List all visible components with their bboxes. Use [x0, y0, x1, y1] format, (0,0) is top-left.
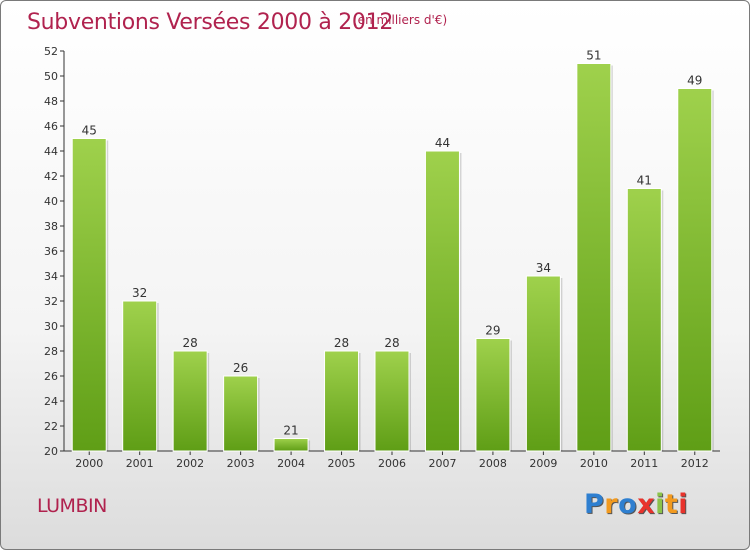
- logo-letter: t: [664, 489, 679, 520]
- logo-letter: o: [618, 489, 638, 520]
- logo-letter: i: [678, 489, 689, 520]
- x-tick-label: 2011: [630, 457, 658, 470]
- x-tick-label: 2003: [227, 457, 255, 470]
- value-label: 49: [687, 74, 702, 88]
- y-tick-label: 34: [44, 270, 58, 283]
- bar-2000: [71, 138, 107, 452]
- y-tick-label: 22: [44, 420, 58, 433]
- x-tick-label: 2009: [529, 457, 557, 470]
- y-tick-label: 46: [44, 120, 58, 133]
- y-tick-label: 24: [44, 395, 58, 408]
- y-tick-label: 48: [44, 95, 58, 108]
- bars: 45 32 28 26 21 28 28 44 29 34 51 41 49: [71, 49, 714, 452]
- bar-2006: [374, 350, 410, 452]
- value-label: 45: [82, 124, 97, 138]
- bar-2009: [525, 275, 561, 452]
- axes: 20 22 24 26 28 30 32 34 36 38 40 42 44 46 48 50 52 2000 20…: [44, 45, 720, 470]
- x-tick-label: 2007: [428, 457, 456, 470]
- logo-letter: x: [637, 489, 656, 520]
- x-tick-label: 2012: [681, 457, 709, 470]
- y-tick-label: 36: [44, 245, 58, 258]
- x-tick-label: 2002: [176, 457, 204, 470]
- value-label: 28: [384, 336, 399, 350]
- value-label: 32: [132, 286, 147, 300]
- chart-subtitle: (en milliers d'€): [353, 13, 448, 27]
- y-tick-label: 40: [44, 195, 58, 208]
- value-label: 34: [536, 261, 551, 275]
- proxiti-logo: Proxiti: [584, 489, 688, 520]
- y-tick-label: 44: [44, 145, 58, 158]
- value-label: 29: [485, 324, 500, 338]
- value-label: 28: [334, 336, 349, 350]
- y-tick-label: 52: [44, 45, 58, 58]
- value-label: 51: [586, 49, 601, 63]
- x-tick-label: 2000: [75, 457, 103, 470]
- bar-2004: [273, 438, 309, 452]
- y-tick-label: 50: [44, 70, 58, 83]
- value-label: 44: [435, 136, 450, 150]
- x-tick-label: 2010: [580, 457, 608, 470]
- bar-2010: [576, 63, 612, 452]
- logo-letter: i: [655, 489, 665, 520]
- y-tick-label: 28: [44, 345, 58, 358]
- bar-2005: [324, 350, 360, 452]
- value-label: 21: [283, 424, 298, 438]
- y-tick-label: 30: [44, 320, 58, 333]
- bar-2008: [475, 338, 511, 452]
- x-tick-label: 2001: [126, 457, 154, 470]
- x-tick-label: 2008: [479, 457, 507, 470]
- bar-2007: [424, 150, 460, 452]
- y-tick-label: 42: [44, 170, 58, 183]
- y-tick-label: 20: [44, 445, 58, 458]
- chart-title: Subventions Versées 2000 à 2012: [27, 10, 394, 35]
- y-tick-label: 32: [44, 295, 58, 308]
- y-tick-label: 26: [44, 370, 58, 383]
- bar-2011: [626, 188, 662, 452]
- value-label: 26: [233, 361, 248, 375]
- bar-2002: [172, 350, 208, 452]
- x-tick-label: 2005: [328, 457, 356, 470]
- logo-letter: P: [584, 489, 605, 520]
- x-tick-label: 2004: [277, 457, 305, 470]
- bar-2001: [122, 300, 158, 452]
- bar-2012: [677, 88, 713, 452]
- logo-letter: r: [604, 489, 619, 520]
- value-label: 28: [183, 336, 198, 350]
- bar-2003: [223, 375, 259, 452]
- value-label: 41: [637, 174, 652, 188]
- commune-name: LUMBIN: [37, 495, 107, 517]
- y-tick-label: 38: [44, 220, 58, 233]
- x-tick-label: 2006: [378, 457, 406, 470]
